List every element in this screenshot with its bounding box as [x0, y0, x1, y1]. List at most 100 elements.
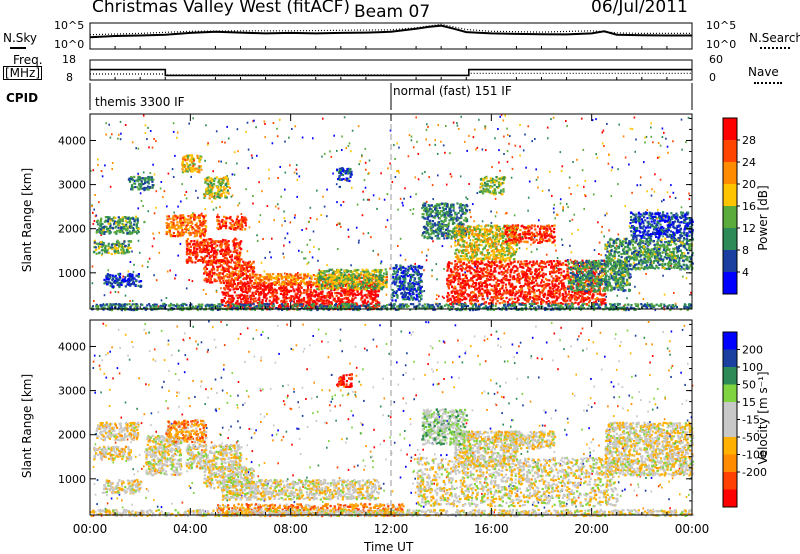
power-cell — [296, 292, 299, 295]
power-cell — [275, 292, 279, 295]
power-noise-cell — [618, 123, 620, 126]
power-cell — [210, 191, 213, 194]
power-cell — [224, 245, 227, 248]
power-noise-cell — [597, 221, 599, 224]
power-cell — [223, 177, 226, 180]
power-cell — [222, 215, 226, 218]
power-noise-cell — [246, 250, 249, 253]
power-noise-cell — [335, 288, 337, 291]
power-noise-cell — [188, 122, 190, 125]
power-noise-cell — [650, 126, 652, 129]
power-cell — [229, 255, 232, 258]
power-cell — [367, 290, 370, 293]
power-noise-cell — [486, 297, 489, 300]
power-cell — [437, 226, 440, 229]
power-cell — [417, 271, 420, 274]
power-cell — [320, 299, 323, 303]
power-cell — [280, 277, 284, 280]
power-cell — [115, 225, 118, 228]
power-cell — [237, 219, 240, 222]
power-cell — [224, 187, 227, 190]
power-cell — [241, 290, 245, 293]
power-cell — [224, 267, 227, 270]
power-cell — [239, 264, 242, 267]
power-cell — [336, 270, 339, 273]
power-cell — [241, 297, 244, 300]
power-cell — [181, 160, 184, 163]
power-noise-cell — [271, 142, 274, 145]
power-cell — [176, 223, 179, 226]
freq-unit-label: [MHz] — [3, 66, 43, 80]
power-cell — [244, 228, 247, 231]
power-cell — [188, 168, 192, 171]
power-cell — [196, 156, 199, 159]
power-noise-cell — [104, 164, 106, 167]
power-noise-cell — [546, 126, 549, 129]
power-cell — [377, 275, 380, 278]
power-cell — [211, 281, 214, 284]
power-cell — [199, 232, 202, 235]
power-noise-cell — [93, 208, 95, 211]
power-cell — [203, 216, 206, 219]
power-cell — [329, 274, 332, 277]
power-cell — [307, 272, 310, 276]
power-cell — [271, 276, 274, 279]
power-noise-cell — [688, 198, 691, 201]
power-noise-cell — [453, 235, 455, 238]
power-cell — [219, 180, 222, 184]
power-cell — [118, 221, 121, 224]
power-cell — [422, 202, 425, 205]
power-noise-cell — [508, 142, 510, 145]
power-cell — [395, 290, 399, 293]
power-noise-cell — [442, 144, 445, 147]
power-cell — [334, 291, 337, 295]
power-cell — [450, 213, 453, 216]
power-cell — [114, 279, 117, 282]
power-cell — [336, 276, 339, 279]
power-cell — [300, 276, 303, 279]
power-cell — [313, 294, 316, 297]
power-cell — [126, 217, 129, 220]
power-cell — [248, 276, 251, 280]
power-cell — [367, 286, 370, 289]
power-cell — [228, 301, 231, 304]
power-cell — [225, 304, 228, 307]
power-noise-cell — [98, 201, 100, 204]
power-cell — [138, 177, 142, 180]
power-cell — [237, 302, 240, 305]
power-noise-cell — [464, 140, 466, 143]
power-cell — [211, 246, 215, 250]
power-cell — [436, 223, 439, 226]
power-cell — [355, 293, 358, 296]
power-cell — [230, 255, 234, 258]
power-noise-cell — [498, 149, 500, 152]
power-noise-cell — [276, 135, 279, 138]
power-noise-cell — [320, 214, 322, 216]
power-noise-cell — [401, 201, 404, 204]
power-noise-cell — [359, 160, 362, 163]
power-cell — [307, 297, 310, 300]
power-cell — [275, 296, 278, 299]
power-cell — [337, 286, 340, 289]
power-cell — [116, 230, 119, 233]
power-cell — [205, 238, 208, 241]
power-cell — [262, 282, 265, 285]
power-cell — [207, 278, 210, 281]
power-cell — [128, 275, 131, 278]
power-cell — [381, 279, 384, 282]
power-cell — [297, 287, 300, 290]
power-cell — [93, 250, 96, 253]
power-cell — [236, 254, 239, 257]
power-noise-cell — [202, 288, 205, 291]
power-cell — [180, 222, 183, 225]
power-cell — [130, 176, 133, 179]
power-noise-cell — [555, 213, 558, 216]
power-cell — [148, 176, 151, 179]
power-noise-cell — [233, 151, 236, 154]
power-noise-cell — [427, 248, 430, 251]
power-cell — [348, 293, 351, 296]
power-cell — [352, 274, 355, 277]
power-cell — [357, 280, 360, 283]
power-noise-cell — [236, 274, 238, 277]
power-cell — [321, 283, 324, 286]
